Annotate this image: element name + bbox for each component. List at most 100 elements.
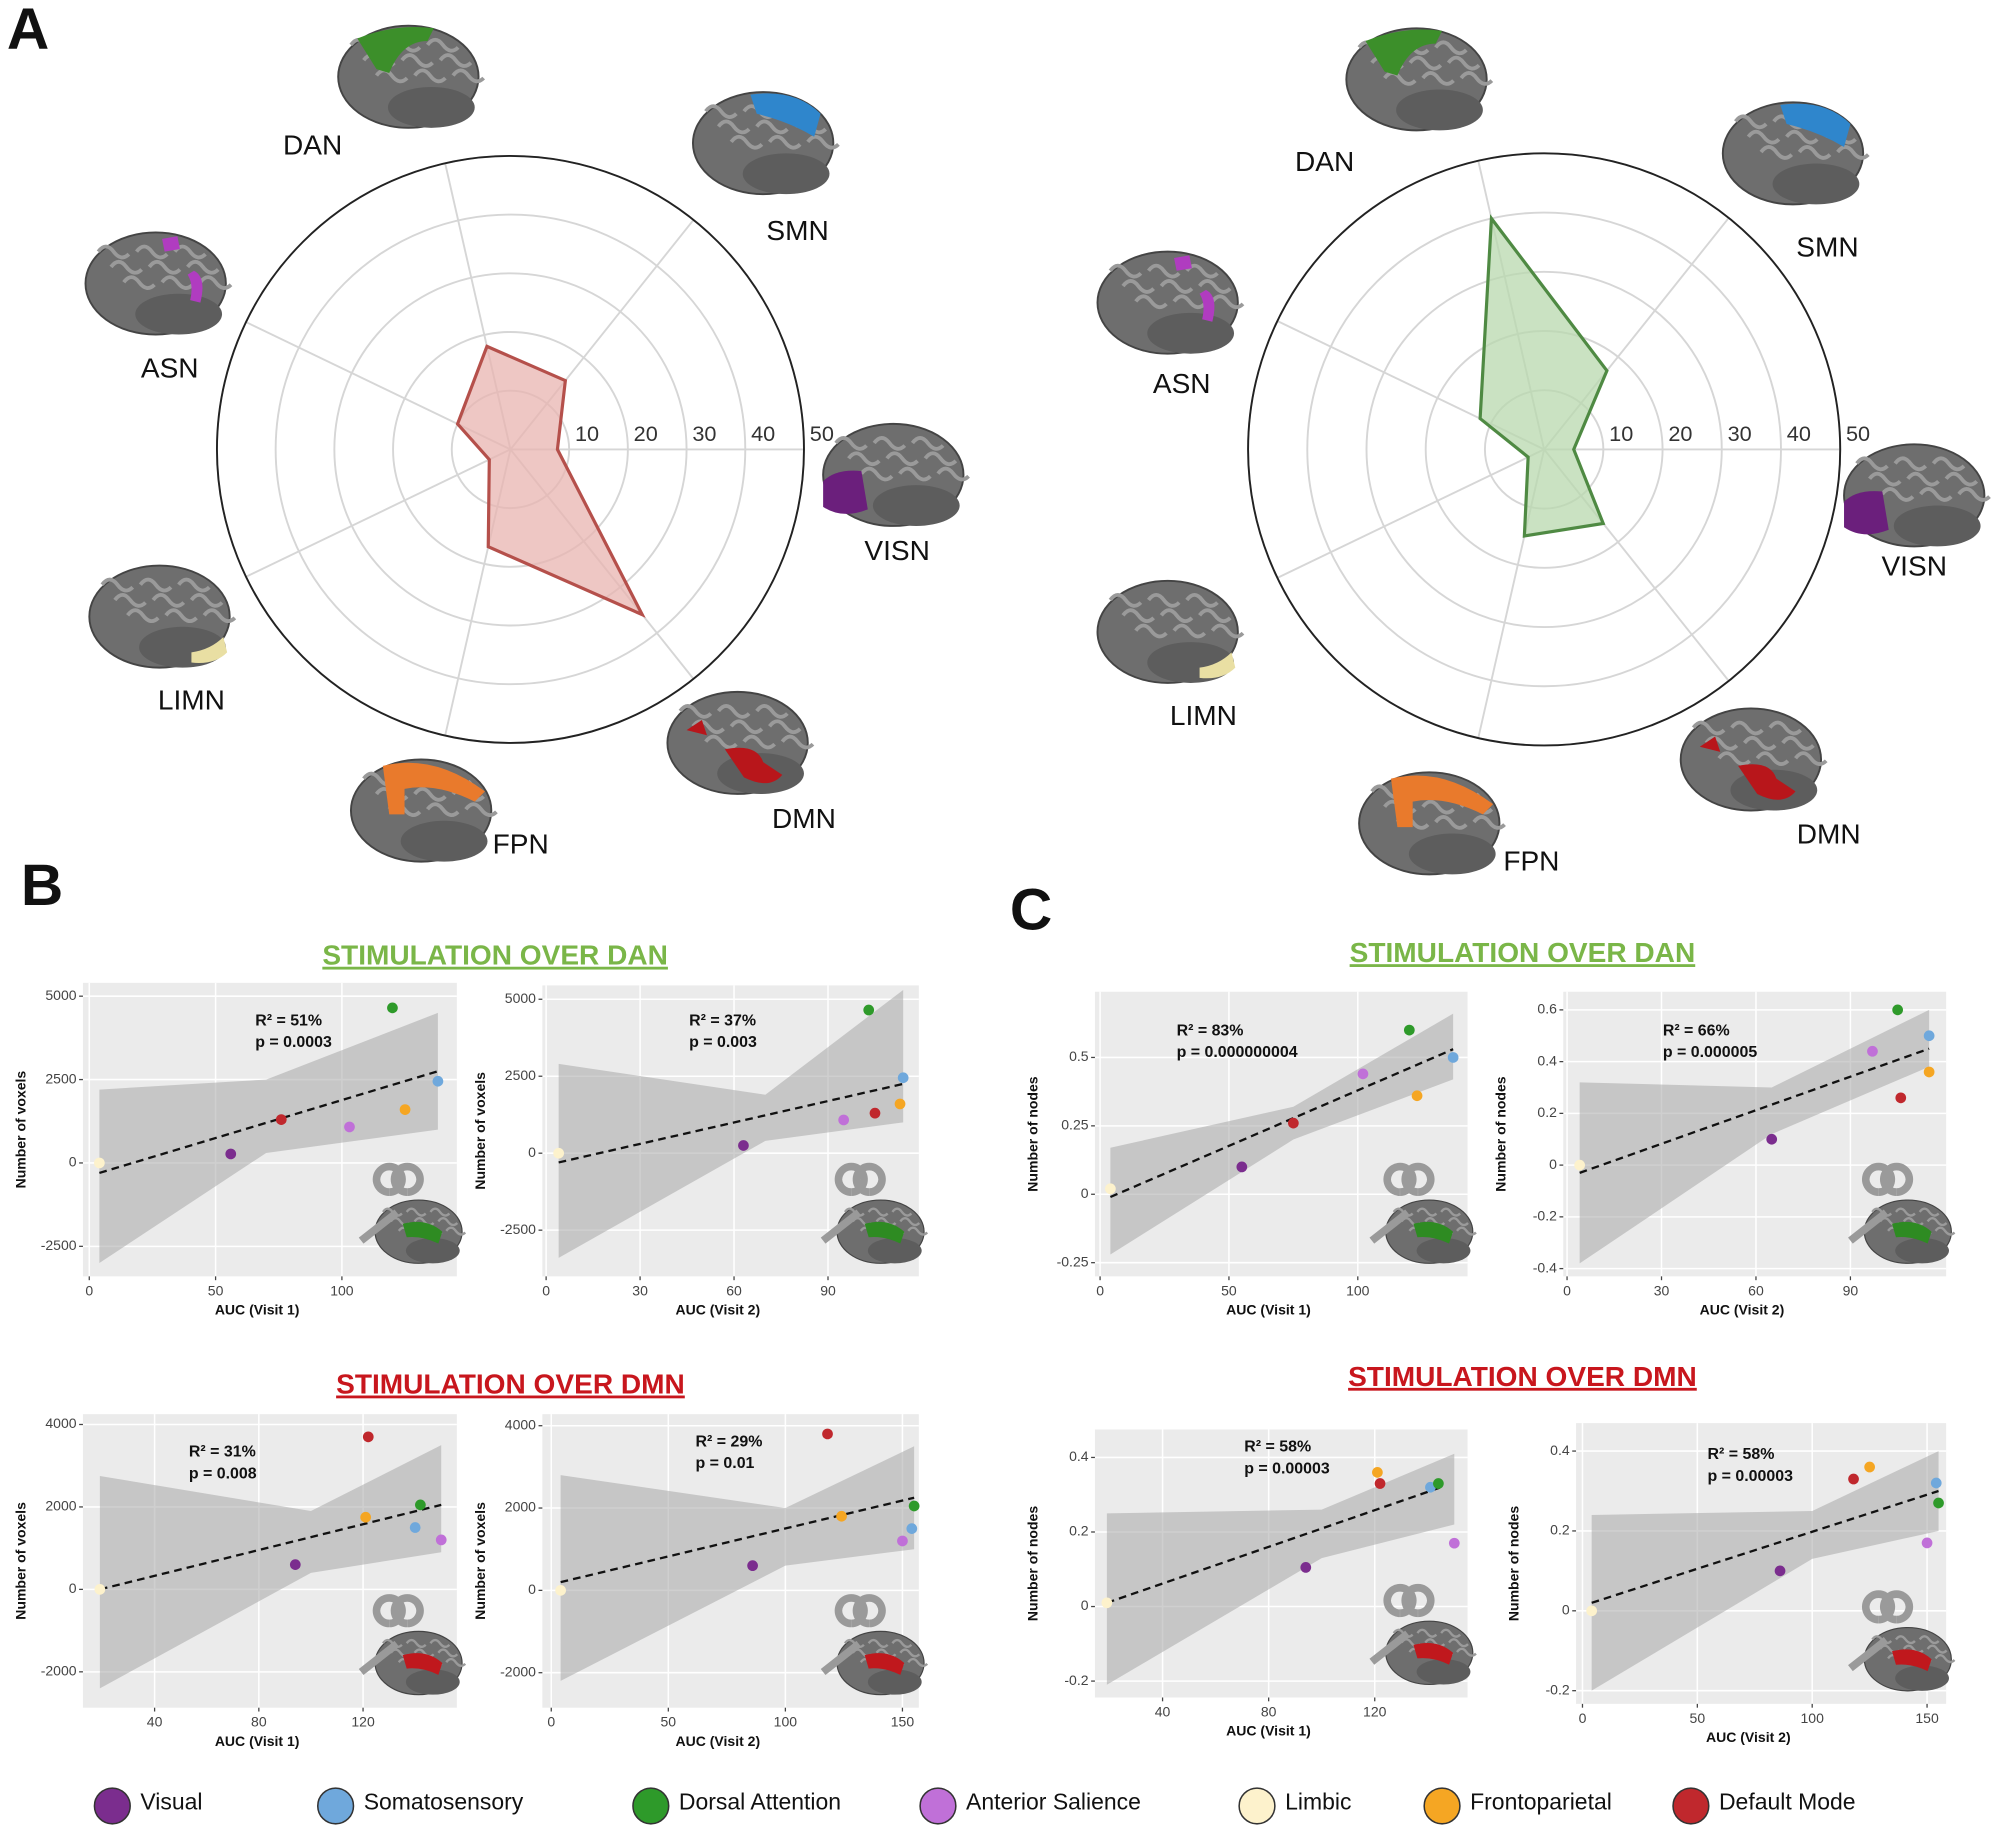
y-axis-label: Number of nodes — [1493, 1076, 1509, 1191]
category-label: ASN — [141, 353, 199, 384]
point — [225, 1148, 237, 1160]
network-patch — [1844, 491, 1889, 535]
brain-gyrus — [1906, 471, 1940, 487]
brain-gyrus — [891, 1207, 913, 1217]
point — [894, 1098, 906, 1110]
legend-swatch — [93, 1787, 131, 1825]
brain-gyrus — [910, 436, 945, 451]
x-tick-label: 0 — [542, 1282, 550, 1298]
point — [1357, 1068, 1369, 1080]
brain-gyrus — [729, 719, 764, 735]
coil-icon — [358, 1594, 424, 1675]
legend-label: Anterior Salience — [966, 1788, 1141, 1814]
brain-gyrus — [1440, 1207, 1461, 1217]
y-tick-label: 0.4 — [1550, 1442, 1570, 1458]
legend-swatch — [1238, 1787, 1276, 1825]
y-tick-label: 0.25 — [1061, 1117, 1088, 1133]
point — [275, 1114, 287, 1125]
coil-icon — [1369, 1162, 1435, 1244]
x-axis-label: AUC (Visit 2) — [676, 1733, 761, 1749]
brain-gyrus — [867, 1207, 889, 1217]
brain-gyrus — [1880, 487, 1915, 502]
network-patch — [864, 1653, 905, 1675]
annotation: p = 0.008 — [189, 1465, 257, 1482]
network-patch — [1892, 1221, 1932, 1244]
annotation: R² = 58% — [1244, 1439, 1311, 1456]
brain-lobe — [867, 1238, 922, 1264]
heading: STIMULATION OVER DMN — [336, 1369, 685, 1400]
y-tick-label: 0.2 — [1550, 1522, 1570, 1538]
r-tick-label: 20 — [634, 421, 658, 446]
point — [897, 1535, 908, 1547]
x-axis-label: AUC (Visit 2) — [1700, 1302, 1785, 1318]
brain-gyrus — [1147, 263, 1181, 279]
coil-icon — [1369, 1583, 1435, 1665]
network-patch — [162, 236, 203, 303]
legend-label: Limbic — [1285, 1788, 1351, 1814]
outer-circle — [215, 154, 805, 744]
brain-gyrus — [122, 275, 156, 290]
brain-icon — [1679, 707, 1828, 812]
brain-gyrus — [413, 68, 447, 84]
network-patch — [402, 1221, 443, 1244]
brain-lobe — [872, 485, 960, 526]
brain-gyrus — [464, 802, 498, 817]
point — [1372, 1466, 1383, 1478]
r-tick-label: 30 — [692, 421, 716, 446]
y-tick-label: -2000 — [41, 1663, 77, 1679]
legend-label: Frontoparietal — [1470, 1788, 1612, 1814]
brain-gyrus — [1210, 294, 1245, 310]
x-tick-label: 90 — [1843, 1282, 1859, 1298]
x-axis-label: AUC (Visit 1) — [1226, 1723, 1311, 1739]
y-tick-label: 0 — [69, 1154, 77, 1170]
y-tick-label: 0.6 — [1537, 1001, 1557, 1017]
confidence-band — [1591, 1451, 1939, 1691]
x-tick-label: 90 — [820, 1282, 836, 1298]
x-tick-label: 150 — [891, 1714, 915, 1730]
x-tick-label: 60 — [1748, 1282, 1764, 1298]
category-label: ASN — [1153, 368, 1211, 399]
fit-line — [560, 1496, 915, 1584]
legend-swatch — [919, 1787, 957, 1825]
brain-gyrus — [1472, 815, 1506, 830]
point — [738, 1140, 749, 1151]
point — [1433, 1478, 1444, 1489]
point — [1921, 1537, 1933, 1549]
brain-gyrus — [899, 1217, 921, 1227]
point — [1288, 1117, 1299, 1129]
radar-area — [1478, 214, 1609, 538]
brain-gyrus — [438, 53, 473, 68]
brain-lobe — [1416, 1659, 1471, 1685]
brain-gyrus — [1121, 608, 1155, 624]
category-label: FPN — [493, 829, 549, 860]
point — [1574, 1159, 1586, 1171]
brain-gyrus — [1895, 1207, 1916, 1217]
y-tick-label: -0.2 — [1064, 1672, 1088, 1688]
coil-icon — [820, 1162, 886, 1244]
y-tick-label: 0.4 — [1069, 1448, 1089, 1464]
point — [555, 1585, 566, 1596]
brain-gyrus — [400, 53, 434, 68]
coil-icon — [358, 1162, 424, 1244]
y-tick-label: 0 — [1081, 1597, 1089, 1613]
r-tick-label: 10 — [575, 421, 599, 446]
brain-gyrus — [135, 244, 169, 260]
network-patch — [1413, 1221, 1454, 1244]
brain-gyrus — [1185, 593, 1219, 608]
legend-label: Default Mode — [1719, 1788, 1856, 1814]
brain-gyrus — [100, 577, 135, 593]
legend-swatch — [632, 1787, 670, 1825]
brain-gyrus — [1919, 487, 1953, 502]
point — [1101, 1597, 1113, 1609]
brain-gyrus — [1147, 593, 1181, 608]
r-tick-label: 30 — [1728, 421, 1752, 446]
brain-icon — [1721, 101, 1870, 206]
r-tick-label: 40 — [1787, 421, 1811, 446]
brain-gyrus — [907, 1226, 929, 1236]
brain-gyrus — [1121, 279, 1155, 294]
brain-gyrus — [1797, 145, 1832, 160]
coil-icon — [1848, 1590, 1914, 1672]
r-tick-label: 50 — [1846, 421, 1870, 446]
brain-gyrus — [767, 719, 802, 735]
category-label: DMN — [1797, 819, 1861, 850]
